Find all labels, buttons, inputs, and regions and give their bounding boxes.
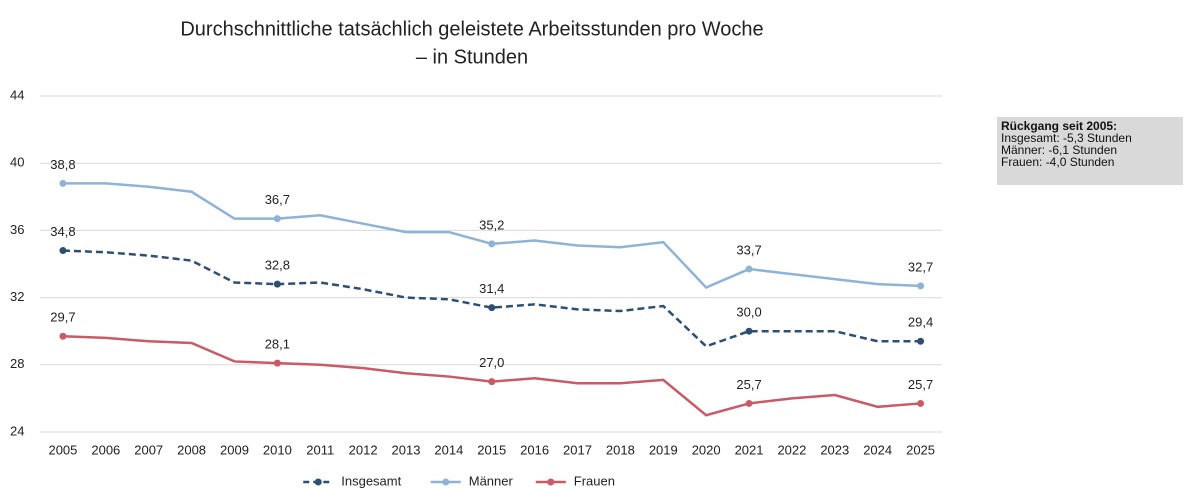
data-label: 36,7	[265, 192, 290, 207]
annotation-box: Rückgang seit 2005: Insgesamt: -5,3 Stun…	[997, 117, 1183, 185]
data-label: 28,1	[265, 337, 290, 352]
x-tick-label: 2021	[735, 442, 764, 457]
x-tick-label: 2006	[91, 442, 120, 457]
annotation-line: Insgesamt: -5,3 Stunden	[1001, 131, 1132, 145]
annotation-line: Männer: -6,1 Stunden	[1001, 143, 1118, 157]
point-marker	[917, 399, 925, 407]
point-marker	[59, 332, 67, 340]
annotation-line: Frauen: -4,0 Stunden	[1001, 155, 1115, 169]
y-tick-label: 40	[10, 155, 24, 170]
x-tick-label: 2010	[263, 442, 292, 457]
data-label: 32,7	[908, 259, 933, 274]
x-tick-label: 2024	[863, 442, 892, 457]
x-tick-label: 2017	[563, 442, 592, 457]
data-label: 30,0	[736, 305, 761, 320]
x-tick-label: 2020	[692, 442, 721, 457]
x-tick-label: 2016	[520, 442, 549, 457]
legend-marker	[547, 478, 555, 486]
point-marker	[59, 179, 67, 187]
legend-label: Frauen	[574, 473, 615, 488]
point-marker	[745, 327, 753, 335]
legend-marker	[442, 478, 450, 486]
y-tick-label: 24	[10, 423, 24, 438]
x-tick-label: 2005	[48, 442, 77, 457]
series-line	[62, 249, 921, 348]
x-tick-label: 2012	[349, 442, 378, 457]
x-tick-label: 2008	[177, 442, 206, 457]
annotation-title: Rückgang seit 2005:	[1001, 119, 1118, 133]
data-label: 25,7	[908, 377, 933, 392]
data-label: 27,0	[479, 355, 504, 370]
point-marker	[917, 282, 925, 290]
point-marker	[273, 280, 281, 288]
point-marker	[273, 359, 281, 367]
data-label: 25,7	[736, 377, 761, 392]
data-label: 31,4	[479, 281, 504, 296]
data-label: 29,4	[908, 315, 933, 330]
point-marker	[273, 215, 281, 223]
x-tick-label: 2015	[477, 442, 506, 457]
series-line	[62, 334, 921, 417]
series-line	[62, 182, 921, 290]
x-tick-label: 2009	[220, 442, 249, 457]
point-marker	[917, 337, 925, 345]
y-tick-label: 32	[10, 289, 24, 304]
data-label: 35,2	[479, 217, 504, 232]
point-marker	[488, 378, 496, 386]
data-label: 38,8	[50, 157, 75, 172]
data-label: 32,8	[265, 258, 290, 273]
data-label: 29,7	[50, 310, 75, 325]
legend-label: Männer	[469, 473, 514, 488]
data-label: 34,8	[50, 224, 75, 239]
point-marker	[745, 265, 753, 273]
y-tick-label: 28	[10, 356, 24, 371]
x-tick-label: 2023	[820, 442, 849, 457]
chart-title: Durchschnittliche tatsächlich geleistete…	[180, 18, 763, 40]
x-tick-label: 2013	[392, 442, 421, 457]
x-tick-label: 2014	[434, 442, 463, 457]
x-tick-label: 2011	[306, 442, 334, 457]
y-tick-label: 44	[10, 87, 24, 102]
chart-subtitle: – in Stunden	[416, 46, 528, 68]
x-tick-label: 2022	[777, 442, 806, 457]
point-marker	[745, 399, 753, 407]
x-tick-label: 2025	[906, 442, 935, 457]
point-marker	[488, 304, 496, 312]
x-tick-label: 2007	[134, 442, 163, 457]
legend-label: Insgesamt	[341, 473, 401, 488]
data-label: 33,7	[736, 242, 761, 257]
y-tick-label: 36	[10, 222, 24, 237]
point-marker	[488, 240, 496, 248]
x-tick-label: 2018	[606, 442, 635, 457]
legend-marker	[314, 478, 322, 486]
x-tick-label: 2019	[649, 442, 678, 457]
point-marker	[59, 247, 67, 255]
